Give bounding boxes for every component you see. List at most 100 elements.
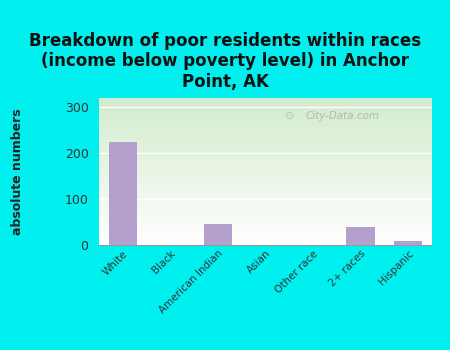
Bar <box>99 113 432 114</box>
Bar <box>99 201 432 202</box>
Bar <box>99 154 432 155</box>
Text: Breakdown of poor residents within races
(income below poverty level) in Anchor
: Breakdown of poor residents within races… <box>29 32 421 91</box>
Bar <box>99 147 432 148</box>
Text: Black: Black <box>150 248 177 276</box>
Bar <box>99 188 432 189</box>
Bar <box>99 138 432 139</box>
Bar <box>99 240 432 242</box>
Text: Hispanic: Hispanic <box>377 248 415 287</box>
Bar <box>99 214 432 216</box>
Bar <box>99 119 432 120</box>
Bar <box>99 164 432 166</box>
Bar <box>99 130 432 132</box>
Bar <box>99 172 432 173</box>
Bar <box>99 117 432 119</box>
Bar <box>99 166 432 167</box>
Bar <box>99 120 432 121</box>
Bar <box>99 180 432 182</box>
Bar <box>99 192 432 194</box>
Bar <box>99 218 432 220</box>
Text: White: White <box>101 248 130 277</box>
Bar <box>99 198 432 200</box>
Bar <box>99 194 432 195</box>
Bar <box>99 207 432 208</box>
Bar <box>99 213 432 214</box>
Bar <box>99 177 432 179</box>
Bar <box>99 189 432 191</box>
Bar <box>99 232 432 233</box>
Bar <box>99 182 432 183</box>
Bar <box>99 186 432 188</box>
Bar <box>99 185 432 186</box>
Bar <box>99 144 432 145</box>
Bar <box>99 210 432 211</box>
Bar <box>99 239 432 240</box>
Bar <box>99 152 432 154</box>
Bar <box>99 233 432 235</box>
Bar <box>99 136 432 138</box>
Bar <box>99 125 432 126</box>
Bar <box>99 170 432 172</box>
Text: Other race: Other race <box>274 248 320 295</box>
Bar <box>99 220 432 222</box>
Bar <box>99 157 432 158</box>
Bar <box>99 242 432 244</box>
Bar <box>99 230 432 232</box>
Bar <box>99 126 432 127</box>
Bar <box>99 132 432 133</box>
Bar <box>99 205 432 207</box>
Bar <box>99 228 432 229</box>
Bar <box>99 244 432 245</box>
Bar <box>99 121 432 123</box>
Bar <box>346 227 375 245</box>
Bar <box>99 216 432 217</box>
Bar <box>99 236 432 238</box>
Bar <box>99 208 432 210</box>
Bar <box>99 133 432 135</box>
Bar <box>99 226 432 228</box>
Bar <box>99 176 432 177</box>
Bar <box>99 99 432 101</box>
Bar <box>99 114 432 116</box>
Bar <box>99 98 432 99</box>
Bar <box>99 195 432 196</box>
Bar <box>99 145 432 147</box>
Bar <box>99 116 432 117</box>
Bar <box>99 155 432 157</box>
Bar <box>99 139 432 141</box>
Bar <box>99 158 432 160</box>
Bar <box>99 238 432 239</box>
Bar <box>99 101 432 103</box>
Bar <box>99 103 432 104</box>
Bar <box>204 224 232 245</box>
Bar <box>99 217 432 218</box>
Text: absolute numbers: absolute numbers <box>12 108 24 235</box>
Bar <box>99 129 432 130</box>
Bar <box>99 135 432 136</box>
Bar <box>99 149 432 151</box>
Text: 2+ races: 2+ races <box>328 248 368 289</box>
Bar <box>99 169 432 170</box>
Text: City-Data.com: City-Data.com <box>306 111 380 121</box>
Bar <box>99 151 432 152</box>
Bar <box>99 211 432 213</box>
Text: ⊙: ⊙ <box>285 111 295 121</box>
Bar <box>99 191 432 192</box>
Bar <box>394 241 423 245</box>
Bar <box>99 173 432 174</box>
Bar <box>99 199 432 201</box>
Bar <box>99 107 432 108</box>
Bar <box>99 224 432 226</box>
Bar <box>99 222 432 223</box>
Text: Asian: Asian <box>245 248 273 276</box>
Bar <box>99 123 432 125</box>
Bar <box>99 104 432 105</box>
Bar <box>99 202 432 204</box>
Bar <box>99 167 432 169</box>
Bar <box>99 174 432 176</box>
Bar <box>99 204 432 205</box>
Text: American Indian: American Indian <box>158 248 225 316</box>
Bar <box>108 142 137 245</box>
Bar <box>99 160 432 161</box>
Bar <box>99 235 432 236</box>
